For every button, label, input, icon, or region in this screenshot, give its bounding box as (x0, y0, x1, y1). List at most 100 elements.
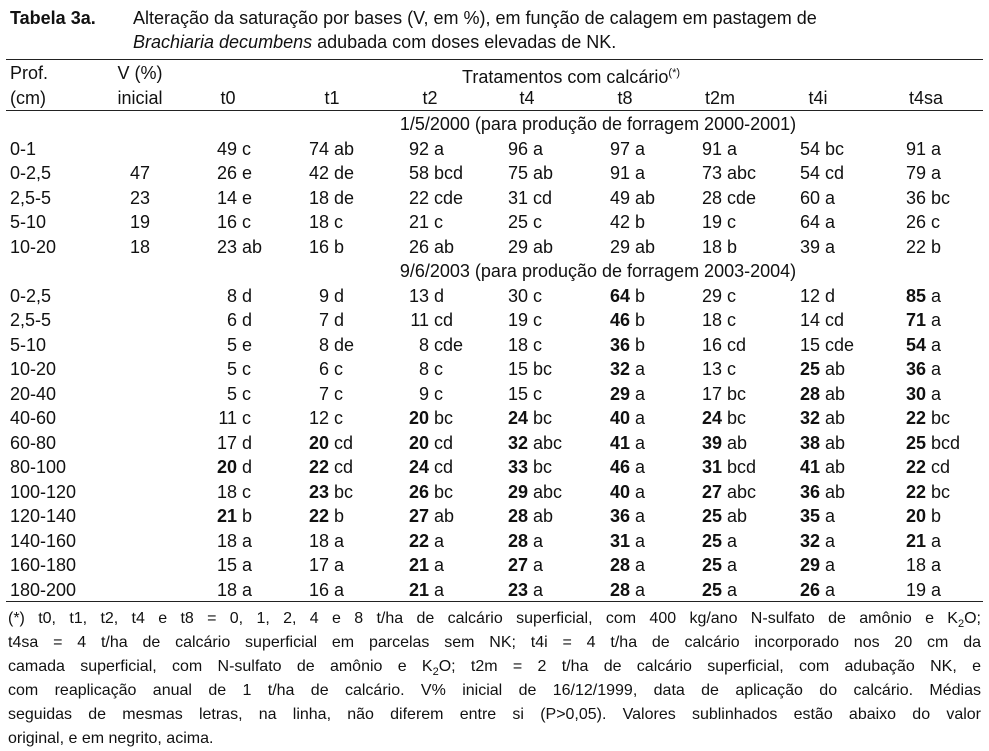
cell-letters: abc (727, 482, 757, 502)
depth: 60-80 (10, 433, 57, 453)
cell-letters: c (242, 359, 251, 379)
v-header: inicial (117, 88, 163, 108)
cell-value: 18 (216, 580, 237, 600)
cell-letters: abc (533, 482, 563, 502)
cell-value: 39 (701, 433, 722, 453)
cell-value: 28 (609, 555, 630, 575)
cell-letters: b (635, 335, 646, 355)
cell-value: 97 (609, 139, 630, 159)
title-line: Alteração da saturação por bases (V, em … (133, 8, 817, 28)
cell-letters: a (931, 384, 942, 404)
cell-value: 8 (418, 335, 429, 355)
cell-letters: c (242, 482, 251, 502)
cell-letters: a (635, 408, 646, 428)
treatment-header: t4 (519, 88, 535, 108)
cell-letters: a (635, 457, 646, 477)
cell-value: 64 (799, 212, 820, 232)
depth: 10-20 (10, 237, 57, 257)
cell-letters: cd (825, 310, 845, 330)
cell-letters: de (334, 188, 355, 208)
cell-value: 20 (308, 433, 329, 453)
cell-letters: a (931, 359, 942, 379)
cell-letters: a (931, 335, 942, 355)
cell-letters: abc (533, 433, 563, 453)
cell-value: 75 (507, 163, 528, 183)
cell-value: 26 (799, 580, 820, 600)
cell-letters: cd (434, 457, 454, 477)
depth: 180-200 (10, 580, 77, 600)
cell-value: 31 (609, 531, 630, 551)
cell-letters: c (533, 384, 542, 404)
cell-letters: ab (434, 506, 455, 526)
cell-letters: a (635, 555, 646, 575)
cell-value: 36 (905, 188, 926, 208)
cell-letters: a (434, 555, 445, 575)
cell-value: 41 (609, 433, 630, 453)
cell-letters: cd (334, 433, 354, 453)
cell-value: 24 (507, 408, 528, 428)
cell-value: 6 (318, 359, 329, 379)
treatment-header: t2 (422, 88, 438, 108)
cell-value: 54 (905, 335, 926, 355)
cell-value: 27 (507, 555, 528, 575)
cell-letters: a (727, 139, 738, 159)
cell-value: 54 (799, 163, 820, 183)
cell-letters: a (825, 237, 836, 257)
cell-value: 29 (609, 237, 630, 257)
footnote-line: camada superficial, com N-sulfato de amô… (8, 657, 981, 682)
cell-value: 91 (701, 139, 722, 159)
cell-value: 22 (408, 531, 429, 551)
cell-value: 71 (905, 310, 926, 330)
cell-value: 32 (799, 531, 820, 551)
cell-value: 12 (799, 286, 820, 306)
cell-letters: a (635, 433, 646, 453)
cell-value: 19 (507, 310, 528, 330)
depth: 160-180 (10, 555, 77, 575)
cell-letters: d (242, 433, 253, 453)
cell-value: 29 (507, 237, 528, 257)
cell-value: 6 (226, 310, 237, 330)
cell-letters: a (635, 359, 646, 379)
treatment-header: t4i (808, 88, 828, 108)
cell-value: 38 (799, 433, 820, 453)
cell-value: 36 (609, 335, 630, 355)
footnote-text: original, e em negrito, acima. (8, 730, 214, 747)
cell-letters: a (533, 555, 544, 575)
cell-letters: ab (825, 408, 846, 428)
footnote-line: seguidas de mesmas letras, na linha, não… (8, 705, 981, 725)
cell-value: 21 (408, 580, 429, 600)
cell-value: 21 (408, 212, 429, 232)
note-mark: (*) (668, 67, 681, 79)
cell-letters: ab (434, 237, 455, 257)
cell-letters: a (434, 580, 445, 600)
cell-value: 74 (308, 139, 329, 159)
cell-value: 46 (609, 457, 630, 477)
cell-value: 91 (609, 163, 630, 183)
cell-letters: c (533, 286, 542, 306)
cell-letters: cd (825, 163, 845, 183)
cell-letters: a (635, 384, 646, 404)
cell-letters: c (727, 310, 736, 330)
cell-letters: d (334, 310, 345, 330)
cell-letters: e (242, 163, 253, 183)
cell-value: 26 (216, 163, 237, 183)
depth: 40-60 (10, 408, 57, 428)
depth: 120-140 (10, 506, 77, 526)
cell-letters: bc (727, 408, 747, 428)
group-title: Tratamentos com calcário (462, 67, 669, 87)
cell-value: 19 (701, 212, 722, 232)
treatment-header: t8 (617, 88, 633, 108)
cell-letters: b (931, 237, 942, 257)
cell-value: 40 (609, 482, 630, 502)
cell-value: 5 (226, 359, 237, 379)
cell-letters: bc (825, 139, 845, 159)
cell-letters: bc (533, 408, 553, 428)
section-title: 1/5/2000 (para produção de forragem 2000… (399, 114, 797, 134)
cell-value: 64 (609, 286, 630, 306)
cell-letters: a (242, 580, 253, 600)
title-rest: adubada com doses elevadas de NK. (312, 32, 617, 52)
footnote-text: seguidas de mesmas letras, na linha, não… (8, 706, 981, 723)
cell-letters: a (727, 555, 738, 575)
table-label: Tabela 3a. (10, 8, 96, 28)
depth: 0-2,5 (10, 286, 52, 306)
